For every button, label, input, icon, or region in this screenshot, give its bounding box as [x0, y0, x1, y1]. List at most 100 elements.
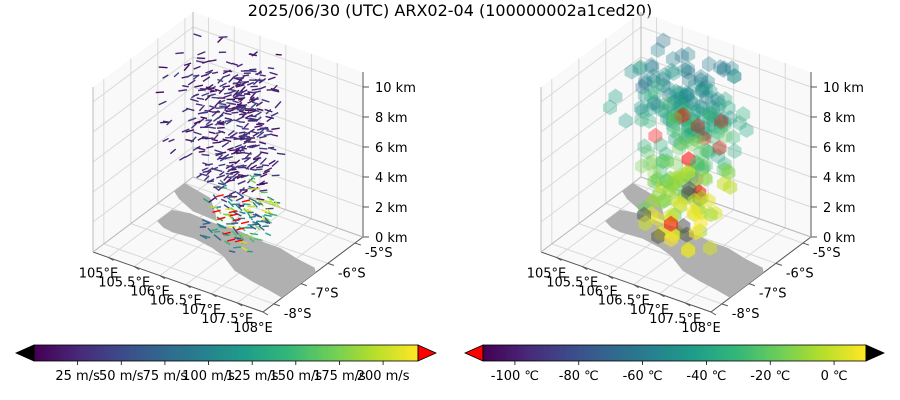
- wind-barb: [181, 128, 190, 133]
- temperature-voxel: [671, 125, 686, 142]
- wind-barb: [216, 126, 225, 129]
- wind-barb: [238, 110, 247, 114]
- colorbar-segment: [43, 345, 48, 361]
- wind-barb: [243, 151, 252, 155]
- wind-barb: [240, 220, 250, 225]
- wind-barb: [243, 131, 251, 135]
- wind-barb: [232, 94, 241, 99]
- temperature-voxel: [701, 56, 716, 73]
- z-tick-label: 4 km: [375, 171, 408, 186]
- colorbar-segment: [846, 345, 851, 361]
- wind-barb: [250, 130, 258, 134]
- colorbar-segment: [498, 345, 503, 361]
- colorbar-segment: [392, 345, 397, 361]
- wind-barb: [201, 92, 210, 97]
- wind-barb: [199, 172, 208, 177]
- colorbar-segment: [398, 345, 403, 361]
- colorbar-segment: [187, 345, 192, 361]
- colorbar-segment: [738, 345, 743, 361]
- colorbar-segment: [136, 345, 141, 361]
- colorbar-segment: [296, 345, 301, 361]
- wind-barb: [206, 145, 214, 149]
- z-tick-label: 6 km: [375, 141, 408, 156]
- colorbar-segment: [604, 345, 609, 361]
- wind-barb: [238, 187, 245, 194]
- colorbar-segment: [524, 345, 529, 361]
- wind-barb: [252, 131, 260, 137]
- wind-barb: [267, 67, 275, 70]
- wind-barb: [255, 101, 263, 107]
- temperature-voxel: [699, 89, 714, 106]
- wind-barb: [250, 164, 258, 170]
- tick-x: [159, 275, 166, 280]
- colorbar-segment: [591, 345, 596, 361]
- gridline-z-leftwall: [92, 56, 194, 133]
- temperature-voxel: [701, 108, 716, 125]
- colorbar-segment: [859, 345, 864, 361]
- wind-barb: [219, 179, 227, 187]
- wind-barb: [190, 98, 199, 103]
- wind-barb: [260, 173, 268, 178]
- temperature-voxel: [722, 109, 737, 126]
- wind-barb: [216, 174, 226, 179]
- temperature-voxel: [684, 124, 699, 141]
- wind-barb: [243, 122, 250, 129]
- colorbar-segment: [508, 345, 513, 361]
- wind-barb: [203, 175, 210, 182]
- wind-barb: [223, 70, 233, 73]
- temperature-voxel: [717, 114, 732, 131]
- wind-barb: [269, 147, 277, 151]
- gridline-z-backwall: [192, 86, 364, 148]
- colorbar-segment: [674, 345, 679, 361]
- colorbar-extend-max: [865, 344, 885, 362]
- wind-barb: [226, 101, 234, 105]
- tick-x: [185, 284, 191, 289]
- temperature-voxel: [681, 242, 696, 259]
- wind-barb: [184, 152, 193, 159]
- temperature-voxel: [698, 169, 713, 186]
- wind-barb: [252, 78, 261, 86]
- colorbar-segment: [306, 345, 310, 361]
- colorbar-segment: [719, 345, 723, 361]
- colorbar-segment: [715, 345, 720, 361]
- temperature-voxel: [670, 105, 685, 122]
- colorbar-segment: [395, 345, 400, 361]
- colorbar-segment: [210, 345, 214, 361]
- wind-barb: [208, 196, 217, 203]
- wind-barb: [261, 98, 270, 103]
- colorbar-tick-label: -100 ℃: [491, 369, 539, 384]
- temperature-voxel: [681, 118, 696, 135]
- wind-barb: [271, 160, 279, 167]
- wind-barb: [252, 201, 258, 208]
- wind-barb: [216, 153, 224, 161]
- pane-edge: [540, 176, 642, 253]
- wind-barb: [255, 168, 263, 171]
- colorbar-segment: [760, 345, 765, 361]
- wind-barb: [266, 116, 273, 123]
- wind-barb: [243, 203, 251, 206]
- wind-barb: [248, 53, 258, 57]
- colorbar-segment: [543, 345, 548, 361]
- wind-barb: [222, 138, 232, 143]
- wind-barb: [261, 209, 269, 214]
- colorbar-segment: [502, 345, 506, 361]
- tick-x: [581, 266, 588, 270]
- temperature-voxel: [679, 84, 694, 101]
- temperature-voxel: [717, 116, 732, 133]
- colorbar-segment: [405, 345, 409, 361]
- wind-barb: [213, 185, 220, 189]
- gridline-z-backwall: [192, 146, 364, 208]
- wind-barb: [259, 126, 267, 134]
- temperature-voxel: [726, 68, 741, 85]
- temperature-voxel: [680, 132, 695, 149]
- colorbar-segment: [174, 345, 179, 361]
- wind-barb: [228, 250, 236, 253]
- temperature-voxel: [718, 127, 733, 144]
- colorbar-segment: [350, 345, 355, 361]
- tick-y: [354, 242, 362, 246]
- colorbar-segment: [648, 345, 653, 361]
- colorbar-segment: [197, 345, 201, 361]
- x-tick-label: 107.5°E: [201, 312, 253, 327]
- temperature-voxel: [693, 68, 708, 85]
- wind-barb: [236, 227, 245, 231]
